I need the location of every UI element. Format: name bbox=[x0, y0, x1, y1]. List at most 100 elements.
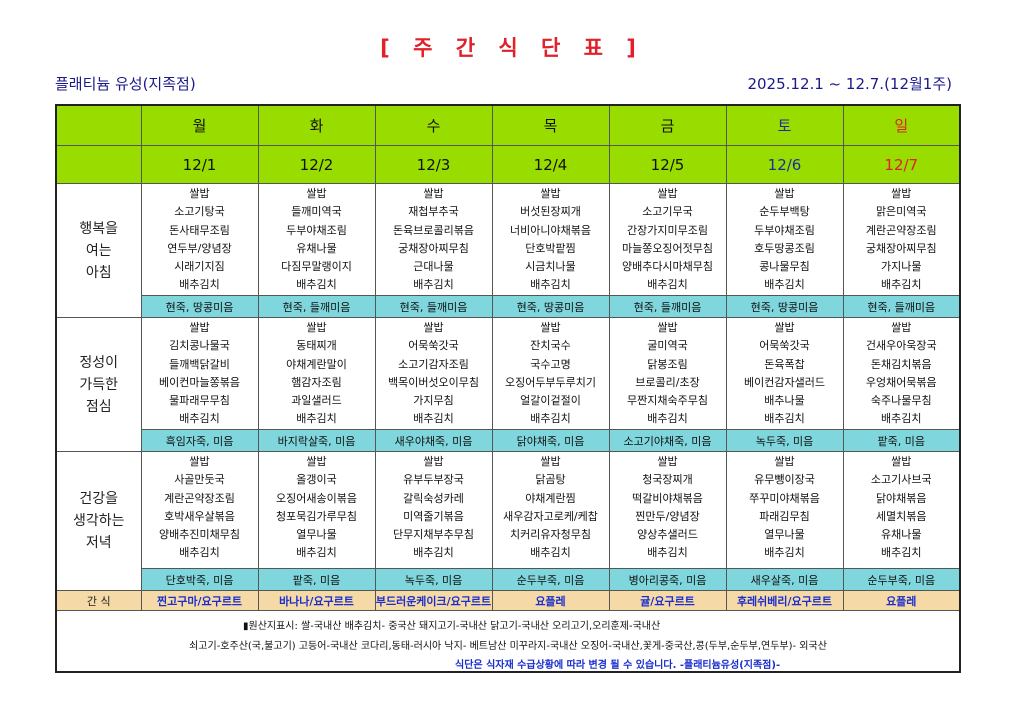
menu-item: 오징어두부두루치기 bbox=[504, 375, 597, 389]
breakfast-cell: 쌀밥 맑은미역국 계란곤약장조림 궁채장아찌무침 가지나물 배추김치 bbox=[842, 183, 961, 296]
breakfast-cell: 쌀밥 들깨미역국 두부야채조림 유채나물 다짐무말랭이지 배추김치 bbox=[257, 183, 376, 296]
lunch-porridge: 소고기야채죽, 미음 bbox=[608, 429, 727, 452]
breakfast-porridge: 현죽, 들깨미음 bbox=[608, 295, 727, 318]
breakfast-label-line: 여는 bbox=[85, 242, 112, 259]
menu-item: 배추김치 bbox=[647, 412, 688, 426]
breakfast-label-line: 아침 bbox=[85, 264, 112, 281]
menu-item: 돈채김치볶음 bbox=[870, 357, 932, 371]
menu-item: 쌀밥 bbox=[657, 321, 678, 334]
store-name: 플래티늄 유성(지족점) bbox=[55, 75, 196, 93]
menu-item: 야채계란말이 bbox=[286, 357, 347, 371]
lunch-label-line: 가득한 bbox=[79, 376, 119, 393]
menu-item: 배추김치 bbox=[764, 278, 805, 292]
menu-item: 두부야채조림 bbox=[286, 223, 347, 237]
menu-item: 유부두부장국 bbox=[403, 473, 464, 487]
menu-item: 어묵쑥갓국 bbox=[408, 339, 459, 353]
dinner-cell: 쌀밥 유부두부장국 갈릭숙성카레 미역줄기볶음 단무지채부추무침 배추김치 bbox=[374, 451, 493, 569]
menu-item: 마늘쫑오징어젓무침 bbox=[621, 241, 714, 255]
menu-item: 쌀밥 bbox=[423, 321, 444, 334]
menu-item: 쌀밥 bbox=[657, 455, 678, 468]
menu-item: 열무나물 bbox=[764, 528, 805, 542]
menu-item: 배추김치 bbox=[647, 278, 688, 292]
menu-item: 얼갈이겉절이 bbox=[520, 394, 581, 408]
lunch-label-line: 점심 bbox=[85, 398, 112, 415]
date-2: 12/3 bbox=[374, 145, 493, 184]
lunch-cell: 쌀밥 어묵쑥갓국 소고기감자조림 백목이버섯오이무침 가지무침 배추김치 bbox=[374, 317, 493, 430]
menu-item: 배추김치 bbox=[296, 412, 337, 426]
breakfast-cell: 쌀밥 소고기탕국 돈사태무조림 연두부/양념장 시래기지짐 배추김치 bbox=[140, 183, 259, 296]
menu-item: 건새우아욱장국 bbox=[865, 339, 937, 353]
breakfast-porridge: 현죽, 땅콩미음 bbox=[491, 295, 610, 318]
snack-cell: 요플레 bbox=[842, 590, 961, 611]
date-6: 12/7 bbox=[842, 145, 961, 184]
menu-item: 계란곤약장조림 bbox=[164, 491, 235, 505]
menu-item: 올갱이국 bbox=[296, 473, 337, 487]
dinner-cell: 쌀밥 사골만둣국 계란곤약장조림 호박새우살볶음 양배추진미채무침 배추김치 bbox=[140, 451, 259, 569]
menu-item: 양배추진미채무침 bbox=[159, 528, 240, 542]
weekday-2: 수 bbox=[374, 104, 493, 146]
snack-cell: 부드러운케이크/요구르트 bbox=[374, 590, 493, 611]
lunch-porridge: 팥죽, 미음 bbox=[842, 429, 961, 452]
breakfast-porridge-row: 현죽, 땅콩미음 현죽, 들깨미음 현죽, 들깨미음 현죽, 땅콩미음 현죽, 들깨미음… bbox=[56, 295, 961, 318]
breakfast-label: 행복을 여는 아침 bbox=[55, 183, 142, 318]
dinner-row: 건강을 생각하는 저녁 쌀밥 사골만둣국 계란곤약장조림 호박새우살볶음 양배추진미채무침 배추… bbox=[55, 451, 961, 591]
menu-item: 배추김치 bbox=[179, 546, 220, 560]
menu-item: 호박새우살볶음 bbox=[164, 509, 235, 523]
menu-item: 배추김치 bbox=[413, 546, 454, 560]
lunch-porridge: 새우야채죽, 미음 bbox=[374, 429, 493, 452]
footer-row: ▮원산지표시: 쌀-국내산 배추김치- 중국산 돼지고기-국내산 닭고기-국내산… bbox=[55, 610, 961, 673]
menu-item: 김치콩나물국 bbox=[169, 339, 230, 353]
menu-item: 베이컨마늘쫑볶음 bbox=[159, 375, 240, 389]
weekday-6: 일 bbox=[842, 104, 961, 146]
dinner-cell: 쌀밥 닭곰탕 야채계란찜 새우감자고로케/케찹 치커리유자청무침 배추김치 bbox=[491, 451, 610, 569]
menu-item: 순두부백탕 bbox=[759, 205, 810, 219]
breakfast-cell: 쌀밥 순두부백탕 두부야채조림 호두땅콩조림 콩나물무침 배추김치 bbox=[725, 183, 844, 296]
menu-item: 배추김치 bbox=[413, 412, 454, 426]
menu-item: 맑은미역국 bbox=[875, 205, 927, 219]
menu-item: 잔치국수 bbox=[530, 339, 571, 353]
snack-cell: 귤/요구르트 bbox=[608, 590, 727, 611]
menu-item: 두부야채조림 bbox=[754, 223, 815, 237]
menu-item: 돈육브로콜리볶음 bbox=[393, 223, 474, 237]
menu-item: 쌀밥 bbox=[540, 321, 561, 334]
dinner-label-line: 건강을 bbox=[79, 491, 119, 507]
date-4: 12/5 bbox=[608, 145, 727, 184]
menu-item: 쌀밥 bbox=[657, 187, 678, 200]
lunch-porridge: 흑임자죽, 미음 bbox=[140, 429, 259, 452]
lunch-label-line: 정성이 bbox=[79, 354, 119, 371]
dinner-cell: 쌀밥 유무뺑이장국 쭈꾸미야채볶음 파래김무침 열무나물 배추김치 bbox=[725, 451, 844, 569]
corner-cell bbox=[55, 145, 142, 184]
menu-item: 배추김치 bbox=[179, 278, 220, 292]
menu-item: 쌀밥 bbox=[189, 321, 210, 334]
dinner-porridge: 순두부죽, 미음 bbox=[842, 568, 961, 591]
menu-item: 근대나물 bbox=[413, 260, 454, 274]
menu-item: 어묵쑥갓국 bbox=[759, 339, 810, 353]
page-title: [ 주 간 식 단 표 ] bbox=[380, 36, 644, 60]
menu-item: 브로콜리/초장 bbox=[635, 375, 700, 389]
weekly-menu-table: 월 화 수 목 금 토 일 12/1 12/2 12/3 12/4 12/5 12/6 12/7 행복을 여는… bbox=[55, 104, 961, 673]
menu-item: 국수고명 bbox=[530, 357, 571, 371]
weekday-1: 화 bbox=[257, 104, 376, 146]
dinner-cell: 쌀밥 올갱이국 오징어새송이볶음 청포묵김가루무침 열무나물 배추김치 bbox=[257, 451, 376, 569]
menu-item: 쌀밥 bbox=[891, 455, 912, 468]
corner-cell bbox=[55, 104, 142, 146]
weekday-0: 월 bbox=[140, 104, 259, 146]
menu-item: 유채나물 bbox=[881, 528, 922, 542]
menu-item: 우엉채어묵볶음 bbox=[865, 375, 937, 389]
menu-item: 청국장찌개 bbox=[642, 473, 693, 487]
menu-item: 단호박팥찜 bbox=[525, 241, 576, 255]
menu-item: 갈릭숙성카레 bbox=[403, 491, 464, 505]
menu-item: 궁채장아찌무침 bbox=[865, 241, 937, 255]
menu-item: 배추김치 bbox=[530, 412, 571, 426]
menu-item: 청포묵김가루무침 bbox=[276, 509, 357, 523]
menu-item: 들깨백닭갈비 bbox=[169, 357, 230, 371]
menu-item: 다짐무말랭이지 bbox=[281, 260, 352, 274]
menu-item: 배추김치 bbox=[764, 412, 805, 426]
menu-item: 배추김치 bbox=[530, 278, 571, 292]
menu-item: 쌀밥 bbox=[891, 321, 912, 334]
menu-item: 떡갈비야채볶음 bbox=[632, 491, 703, 505]
menu-item: 쌀밥 bbox=[306, 187, 327, 200]
lunch-row: 정성이 가득한 점심 쌀밥 김치콩나물국 들깨백닭갈비 베이컨마늘쫑볶음 물파래무무침 배추김치… bbox=[55, 317, 961, 452]
menu-item: 궁채장아찌무침 bbox=[398, 241, 469, 255]
menu-item: 배추김치 bbox=[413, 278, 454, 292]
